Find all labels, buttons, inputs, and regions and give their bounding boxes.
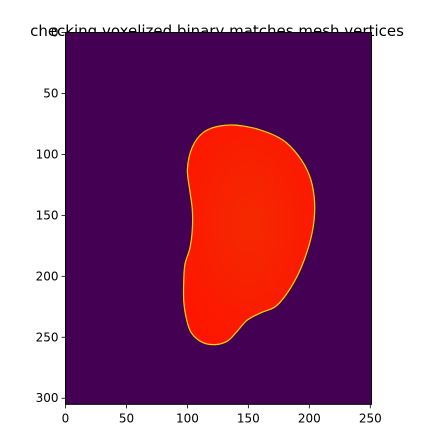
voxelized-region bbox=[182, 124, 316, 346]
x-tick-label: 50 bbox=[119, 411, 134, 425]
y-tick-label: 250 bbox=[36, 330, 59, 344]
x-tick-label: 250 bbox=[359, 411, 382, 425]
x-tick-label: 200 bbox=[298, 411, 321, 425]
x-axis: 0 50 100 150 200 250 bbox=[62, 404, 382, 425]
y-tick-label: 100 bbox=[36, 147, 59, 161]
x-tick-label: 0 bbox=[62, 411, 70, 425]
y-tick-label: 300 bbox=[36, 391, 59, 405]
y-tick-label: 0 bbox=[51, 26, 59, 40]
y-axis: 0 50 100 150 200 250 300 bbox=[36, 26, 66, 405]
axes-frame bbox=[65, 32, 372, 405]
x-tick-label: 150 bbox=[237, 411, 260, 425]
y-tick-label: 200 bbox=[36, 269, 59, 283]
x-tick-label: 100 bbox=[176, 411, 199, 425]
y-tick-label: 50 bbox=[43, 86, 58, 100]
y-tick-label: 150 bbox=[36, 208, 59, 222]
